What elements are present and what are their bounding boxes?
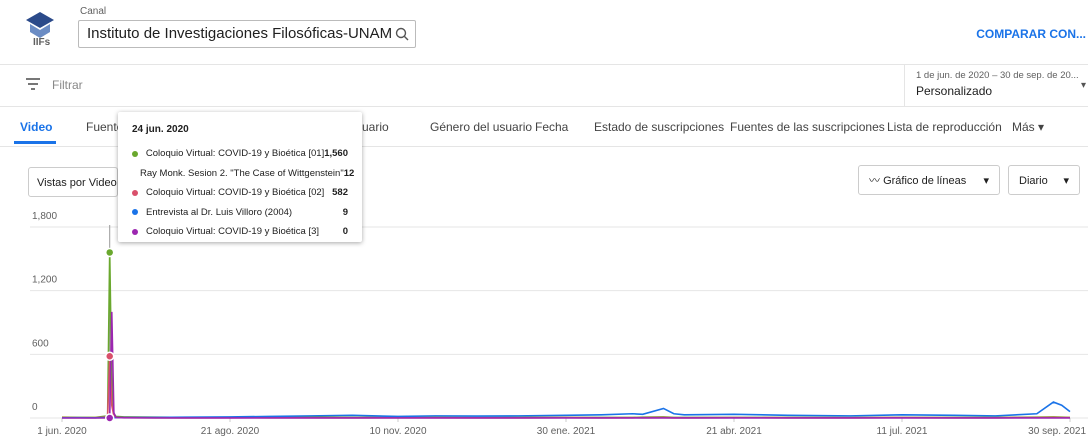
tab[interactable]: Estado de suscripciones	[594, 120, 725, 134]
legend-dot	[132, 150, 138, 157]
filter-icon[interactable]	[26, 78, 40, 90]
channel-name: Instituto de Investigaciones Filosóficas…	[87, 25, 393, 42]
x-tick-label: 11 jul. 2021	[877, 426, 928, 437]
dropdown-arrow: ▾	[1080, 80, 1086, 91]
tooltip-name: Coloquio Virtual: COVID-19 y Bioética [0…	[146, 187, 325, 198]
hover-dot	[104, 351, 115, 361]
channel-label: Canal	[80, 6, 107, 17]
tooltip-date: 24 jun. 2020	[132, 124, 189, 135]
tooltip-name: Ray Monk. Sesion 2. "The Case of Wittgen…	[140, 167, 344, 179]
y-tick-label: 1,200	[32, 275, 57, 286]
svg-text:IIFs: IIFs	[33, 37, 51, 46]
x-tick-label: 21 ago. 2020	[201, 426, 260, 437]
tooltip-value: 1,560	[324, 148, 348, 159]
x-tick-label: 10 nov. 2020	[369, 426, 427, 437]
tooltip-name: Entrevista al Dr. Luis Villoro (2004)	[146, 206, 293, 218]
legend-dot	[132, 228, 138, 235]
tooltip-row: Entrevista al Dr. Luis Villoro (2004) 9	[132, 207, 348, 218]
date-period[interactable]: Personalizado	[916, 84, 993, 98]
tab[interactable]: Fuentes de las suscripciones	[730, 120, 885, 134]
tooltip-value: 582	[332, 187, 348, 198]
tab[interactable]: Video	[20, 120, 53, 134]
hover-dot	[104, 247, 115, 258]
y-tick-label: 1,800	[32, 211, 57, 222]
date-range[interactable]: 1 de jun. de 2020 – 30 de sep. de 20...	[916, 70, 1079, 81]
chart-kind-label: Gráfico de líneas	[883, 175, 967, 187]
y-tick-label: 600	[32, 338, 49, 349]
x-tick-label: 30 sep. 2021	[1028, 426, 1086, 437]
channel-logo: IIFs	[22, 10, 58, 48]
tab[interactable]: suario	[356, 120, 389, 134]
legend-dot	[132, 189, 138, 196]
x-tick-label: 21 abr. 2021	[706, 426, 762, 437]
tab-label: Más	[1012, 120, 1035, 134]
compare-button[interactable]: COMPARAR CON...	[976, 27, 1086, 41]
tooltip-row: Ray Monk. Sesion 2. "The Case of Wittgen…	[132, 167, 354, 179]
tooltip-value: 0	[342, 226, 348, 237]
filter-label[interactable]: Filtrar	[52, 78, 83, 92]
chart-kind-dropdown[interactable]: 〰 Gráfico de líneas ▾	[858, 165, 1000, 195]
x-tick-label: 1 jun. 2020	[37, 426, 87, 437]
tab[interactable]: Género del usuario	[430, 120, 533, 134]
tooltip-row: Coloquio Virtual: COVID-19 y Bioética [3…	[132, 226, 348, 237]
x-tick-label: 30 ene. 2021	[537, 426, 596, 437]
divider	[0, 106, 1088, 107]
interval-dropdown[interactable]: Diario ▾	[1008, 165, 1080, 195]
tab[interactable]: Fuente	[86, 120, 124, 134]
tooltip-value: 9	[342, 206, 348, 218]
series-line	[61, 356, 1070, 419]
series-line	[62, 311, 1070, 419]
tab[interactable]: Más ▾	[1012, 120, 1045, 134]
tab-indicator	[14, 141, 56, 144]
series-line	[61, 401, 1071, 419]
legend-dot	[132, 209, 138, 215]
divider	[0, 146, 1088, 147]
tab[interactable]: Fecha	[535, 120, 569, 134]
tooltip: 24 jun. 2020 Coloquio Virtual: COVID-19 …	[118, 112, 362, 242]
tooltip-value: 12	[343, 167, 355, 179]
channel-search[interactable]: Instituto de Investigaciones Filosóficas…	[78, 20, 416, 48]
metric-button[interactable]: Vistas por Video	[28, 167, 118, 197]
tab[interactable]: Lista de reproducción	[887, 120, 1002, 134]
y-tick-label: 0	[32, 402, 38, 413]
hover-dot	[104, 413, 115, 423]
tooltip-row: Coloquio Virtual: COVID-19 y Bioética [0…	[132, 148, 348, 159]
tooltip-row: Coloquio Virtual: COVID-19 y Bioética [0…	[132, 187, 348, 198]
interval-label: Diario	[1019, 175, 1048, 187]
series-line	[61, 252, 1071, 419]
divider	[0, 64, 1088, 65]
tooltip-name: Coloquio Virtual: COVID-19 y Bioética [3…	[146, 226, 320, 237]
divider	[904, 64, 905, 106]
tooltip-name: Coloquio Virtual: COVID-19 y Bioética [0…	[145, 148, 325, 159]
